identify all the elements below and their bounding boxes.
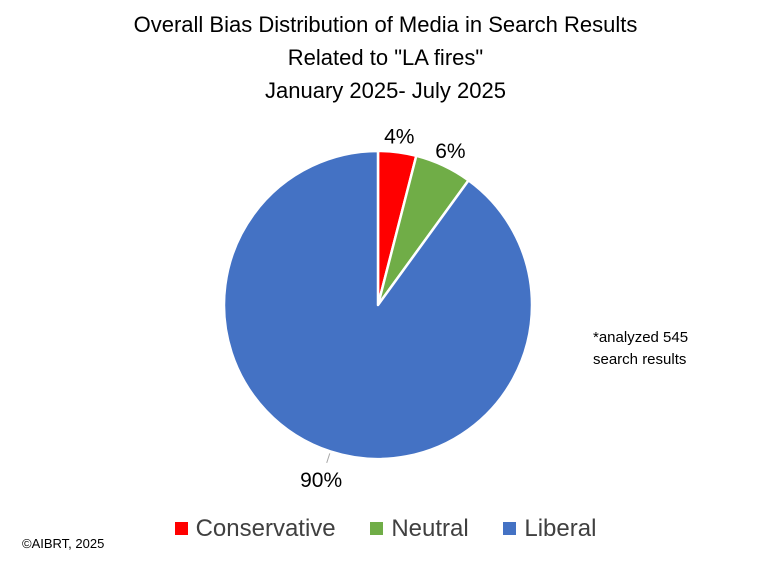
- chart-title-line-1: Overall Bias Distribution of Media in Se…: [133, 12, 638, 37]
- data-label-liberal: 90%: [300, 469, 342, 492]
- copyright-text: ©AIBRT, 2025: [22, 536, 105, 551]
- data-label-conservative: 4%: [384, 125, 414, 148]
- analysis-note-line-1: *analyzed 545: [593, 329, 689, 346]
- pie-slices: [222, 149, 534, 461]
- leader-line-liberal: [326, 453, 331, 464]
- legend-item-conservative: Conservative: [174, 513, 336, 545]
- legend-swatch-neutral: [370, 522, 384, 535]
- data-labels: 4% 6% 90%: [300, 125, 465, 492]
- leader-lines: [326, 453, 331, 464]
- legend-label-neutral: Neutral: [391, 514, 469, 542]
- legend-swatch-conservative: [174, 522, 188, 535]
- analysis-note: *analyzed 545 search results: [593, 327, 688, 371]
- pie-slice-liberal: [222, 149, 534, 461]
- chart-legend: Conservative Neutral Liberal: [0, 512, 771, 545]
- legend-item-neutral: Neutral: [370, 513, 469, 545]
- data-label-neutral: 6%: [435, 140, 465, 163]
- chart-title: Overall Bias Distribution of Media in Se…: [0, 8, 771, 107]
- analysis-note-line-2: search results: [593, 351, 687, 368]
- chart-title-line-2: Related to "LA fires": [287, 45, 484, 70]
- legend-item-liberal: Liberal: [503, 513, 596, 545]
- legend-label-liberal: Liberal: [524, 514, 597, 542]
- legend-swatch-liberal: [503, 522, 517, 535]
- legend-label-conservative: Conservative: [195, 514, 336, 542]
- chart-title-line-3: January 2025- July 2025: [265, 78, 506, 103]
